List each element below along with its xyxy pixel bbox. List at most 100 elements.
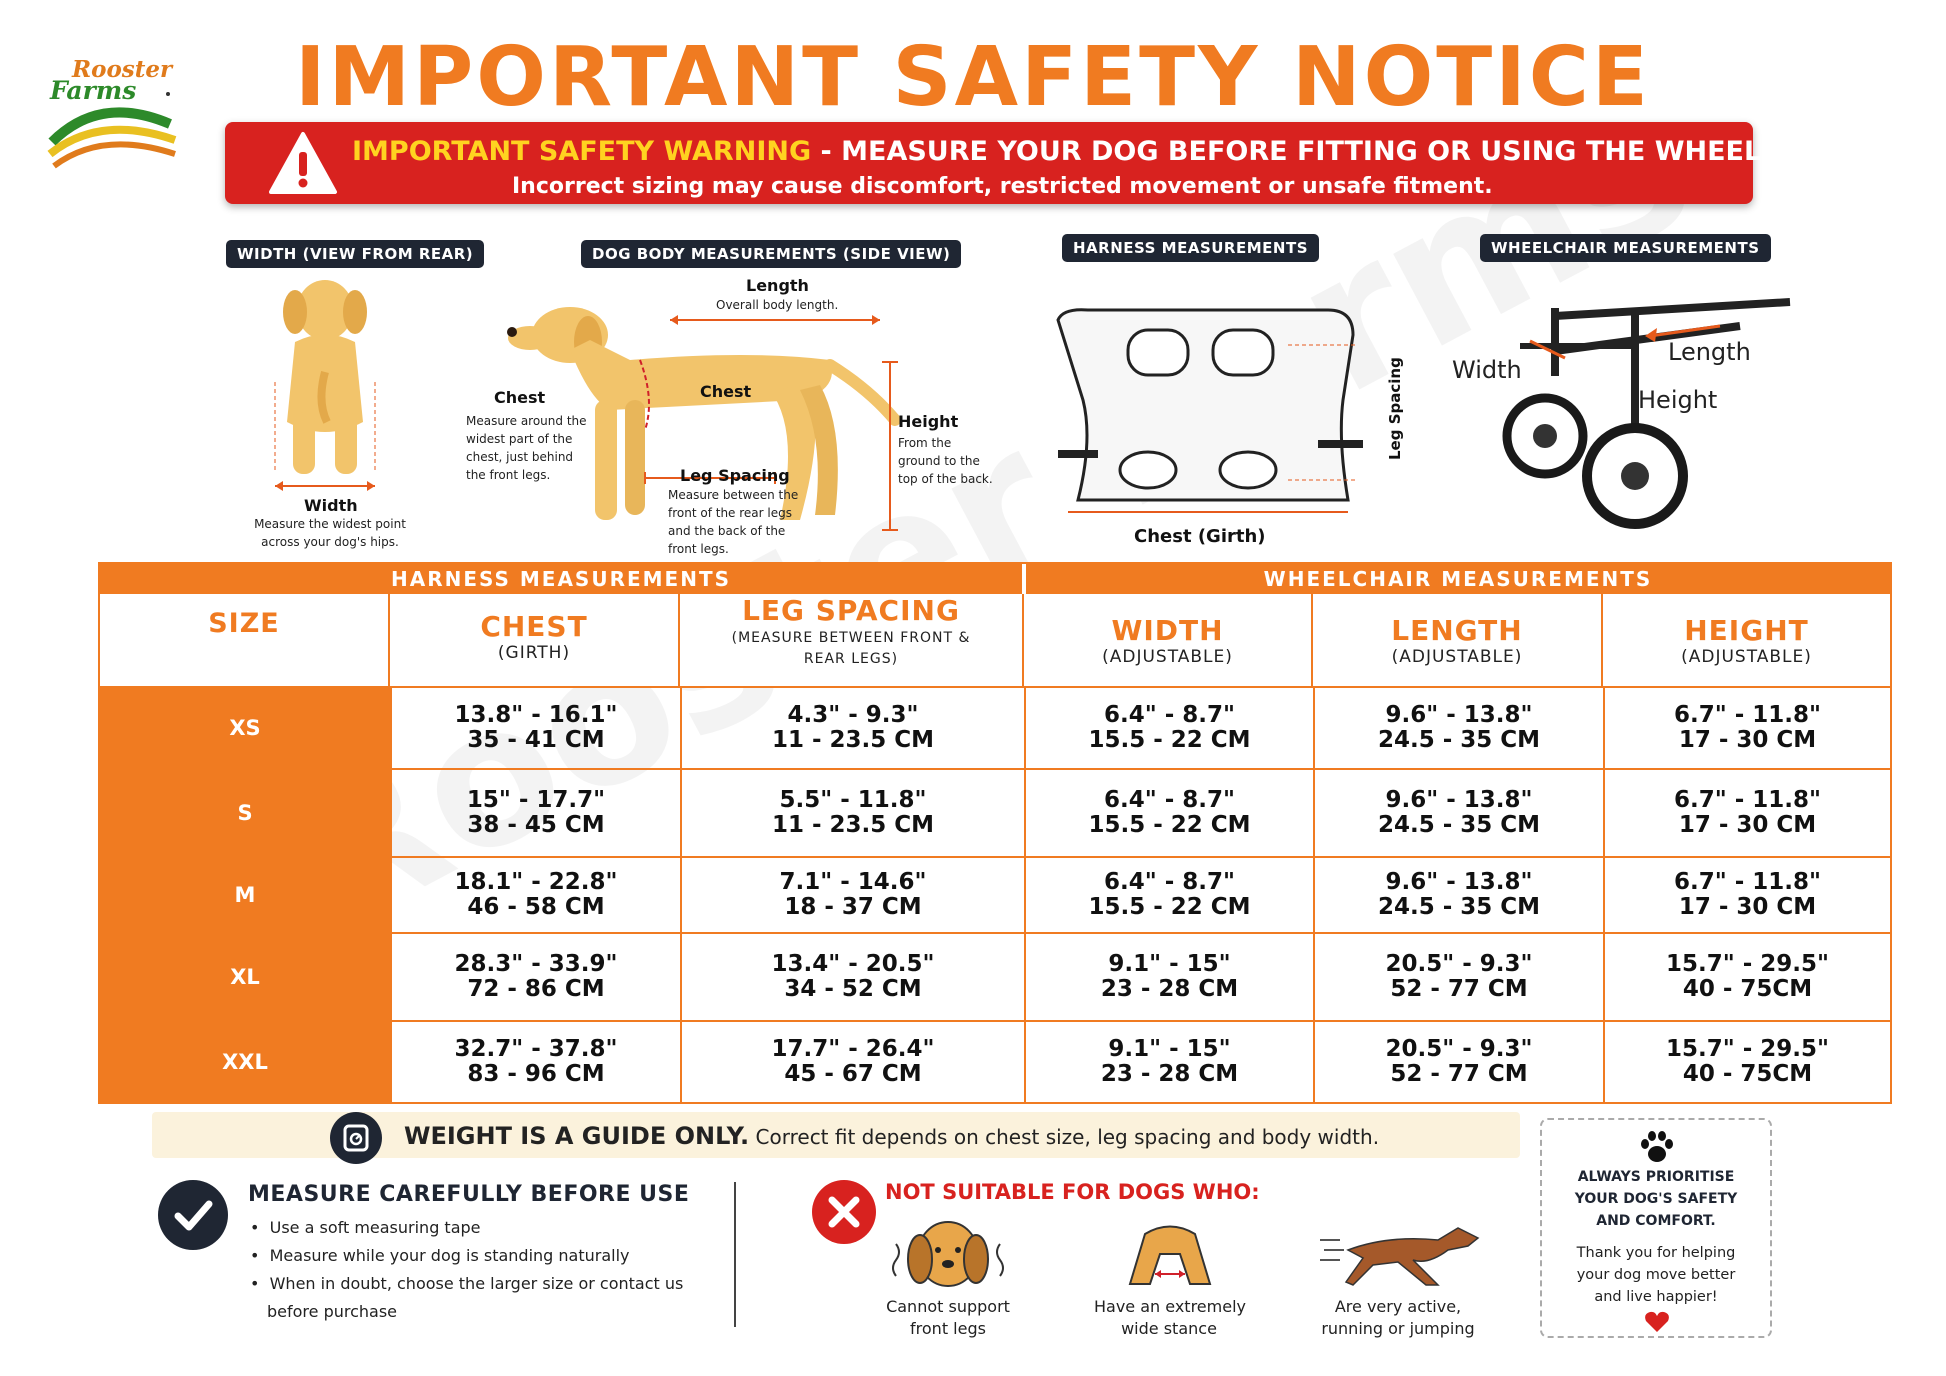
- value-line: 17 - 30 CM: [1678, 727, 1817, 753]
- value-cell: 9.1" - 15" 23 - 28 CM: [1024, 1022, 1313, 1102]
- item-line: Are very active,: [1334, 1297, 1462, 1316]
- value-line: 9.6" - 13.8": [1385, 702, 1533, 728]
- header-width-sub: (ADJUSTABLE): [1102, 647, 1233, 667]
- value-line: 9.6" - 13.8": [1385, 787, 1533, 813]
- value-cell: 7.1" - 14.6" 18 - 37 CM: [680, 858, 1024, 932]
- value-line: 72 - 86 CM: [467, 976, 605, 1002]
- value-cell: 9.6" - 13.8" 24.5 - 35 CM: [1313, 770, 1603, 856]
- list-item: • Measure while your dog is standing nat…: [250, 1246, 630, 1265]
- header-height-title: HEIGHT: [1684, 614, 1809, 647]
- header-leg-sub2: REAR LEGS): [803, 651, 899, 667]
- harness-leg-label: Leg Spacing: [1386, 357, 1404, 460]
- value-line: 6.4" - 8.7": [1103, 702, 1235, 728]
- value-line: 7.1" - 14.6": [779, 869, 927, 895]
- side-view-pill: DOG BODY MEASUREMENTS (SIDE VIEW): [581, 240, 962, 268]
- chest-desc-line: the front legs.: [466, 468, 551, 482]
- value-line: 83 - 96 CM: [467, 1061, 605, 1087]
- value-cell: 6.7" - 11.8" 17 - 30 CM: [1603, 858, 1890, 932]
- value-line: 5.5" - 11.8": [779, 787, 927, 813]
- group-divider: [1022, 564, 1026, 594]
- value-line: 6.7" - 11.8": [1673, 787, 1822, 813]
- value-line: 15.5 - 22 CM: [1088, 727, 1251, 753]
- header-chest-title: CHEST: [480, 610, 588, 643]
- value-line: 38 - 45 CM: [467, 812, 605, 838]
- dog-side-illustration: [507, 307, 900, 531]
- value-line: 6.7" - 11.8": [1673, 702, 1822, 728]
- size-table: HARNESS MEASUREMENTS WHEELCHAIR MEASUREM…: [98, 562, 1892, 1104]
- size-cell: XXL: [100, 1022, 390, 1102]
- size-cell: XS: [100, 688, 390, 768]
- header-width-title: WIDTH: [1111, 614, 1224, 647]
- value-cell: 6.7" - 11.8" 17 - 30 CM: [1603, 688, 1890, 768]
- value-cell: 5.5" - 11.8" 11 - 23.5 CM: [680, 770, 1024, 856]
- value-line: 17 - 30 CM: [1678, 812, 1817, 838]
- height-desc-line: ground to the: [898, 454, 980, 468]
- wheelchair-height-label: Height: [1638, 386, 1718, 414]
- item-line: front legs: [910, 1319, 986, 1338]
- card-text: Thank you for helping your dog move bett…: [1542, 1242, 1770, 1308]
- side-chest-body-label: Chest: [700, 382, 752, 401]
- value-line: 40 - 75CM: [1682, 976, 1813, 1002]
- value-cell: 13.4" - 20.5" 34 - 52 CM: [680, 934, 1024, 1020]
- value-line: 9.1" - 15": [1108, 1036, 1231, 1062]
- bullet-text: When in doubt, choose the larger size or…: [269, 1274, 684, 1293]
- value-cell: 4.3" - 9.3" 11 - 23.5 CM: [680, 688, 1024, 768]
- divider: [734, 1182, 736, 1327]
- value-line: 35 - 41 CM: [467, 727, 605, 753]
- side-length-desc: Overall body length.: [716, 298, 839, 312]
- value-line: 18.1" - 22.8": [454, 869, 618, 895]
- banner-line-1: IMPORTANT SAFETY WARNING - MEASURE YOUR …: [352, 136, 1866, 167]
- rear-view-pill: WIDTH (VIEW FROM REAR): [226, 240, 485, 268]
- not-suitable-item-1: Cannot support front legs: [878, 1296, 1018, 1340]
- value-line: 6.4" - 8.7": [1103, 787, 1235, 813]
- page-title: IMPORTANT SAFETY NOTICE: [295, 30, 1651, 125]
- value-cell: 15.7" - 29.5" 40 - 75CM: [1603, 1022, 1890, 1102]
- measure-title: MEASURE CAREFULLY BEFORE USE: [248, 1182, 690, 1207]
- rear-desc-line: across your dog's hips.: [261, 535, 399, 549]
- item-line: running or jumping: [1321, 1319, 1475, 1338]
- height-desc-line: top of the back.: [898, 472, 993, 486]
- value-cell: 15" - 17.7" 38 - 45 CM: [390, 770, 680, 856]
- value-line: 23 - 28 CM: [1100, 976, 1239, 1002]
- weight-guide-rest: Correct fit depends on chest size, leg s…: [749, 1125, 1380, 1149]
- item-line: wide stance: [1121, 1319, 1217, 1338]
- size-cell: M: [100, 858, 390, 932]
- dog-wide-stance-icon: [1128, 1225, 1212, 1285]
- wheelchair-pill: WHEELCHAIR MEASUREMENTS: [1480, 234, 1771, 262]
- side-length-label: Length: [746, 276, 809, 295]
- header-chest-sub: (GIRTH): [497, 643, 571, 663]
- heart-icon: [1645, 1311, 1669, 1332]
- chest-desc-line: chest, just behind: [466, 450, 574, 464]
- value-line: 13.4" - 20.5": [771, 951, 935, 977]
- card-line: AND COMFORT.: [1596, 1213, 1716, 1229]
- dog-rear-illustration: [274, 280, 376, 491]
- table-row: XS 13.8" - 16.1" 35 - 41 CM 4.3" - 9.3" 11 -…: [100, 686, 1890, 768]
- harness-group-header: HARNESS MEASUREMENTS: [100, 564, 1022, 594]
- header-chest: CHEST (GIRTH): [390, 594, 680, 686]
- value-cell: 15.7" - 29.5" 40 - 75CM: [1603, 934, 1890, 1020]
- value-cell: 20.5" - 9.3" 52 - 77 CM: [1313, 934, 1603, 1020]
- checkmark-icon: [158, 1180, 228, 1250]
- item-line: Have an extremely: [1094, 1297, 1246, 1316]
- side-leg-label: Leg Spacing: [680, 466, 790, 485]
- weight-guide-text: WEIGHT IS A GUIDE ONLY. Correct fit depe…: [404, 1122, 1379, 1150]
- banner-line-2: Incorrect sizing may cause discomfort, r…: [512, 174, 1493, 199]
- safety-card: ALWAYS PRIORITISE YOUR DOG'S SAFETY AND …: [1540, 1118, 1772, 1338]
- value-cell: 13.8" - 16.1" 35 - 41 CM: [390, 688, 680, 768]
- value-line: 45 - 67 CM: [784, 1061, 922, 1087]
- scale-icon: [330, 1112, 382, 1164]
- leg-desc-line: and the back of the: [668, 524, 786, 538]
- wheelchair-width-label: Width: [1452, 356, 1522, 384]
- value-line: 32.7" - 37.8": [454, 1036, 618, 1062]
- value-line: 11 - 23.5 CM: [771, 727, 935, 753]
- card-line: Thank you for helping: [1576, 1245, 1736, 1261]
- card-line: your dog move better: [1576, 1267, 1736, 1283]
- value-line: 6.7" - 11.8": [1673, 869, 1822, 895]
- harness-pill: HARNESS MEASUREMENTS: [1062, 234, 1319, 262]
- wheelchair-group-header: WHEELCHAIR MEASUREMENTS: [1026, 564, 1890, 594]
- value-line: 24.5 - 35 CM: [1377, 727, 1541, 753]
- list-item: • Use a soft measuring tape: [250, 1218, 481, 1237]
- leg-desc-line: front legs.: [668, 542, 729, 556]
- size-cell: XL: [100, 934, 390, 1020]
- logo-text-rooster: Rooster: [72, 56, 173, 83]
